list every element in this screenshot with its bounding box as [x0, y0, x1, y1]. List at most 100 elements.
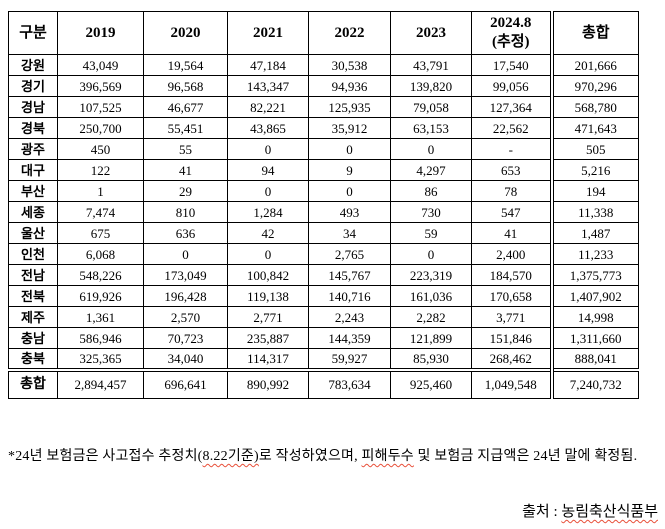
value-cell: 100,842 [227, 264, 309, 286]
column-header-2019: 2019 [57, 11, 144, 55]
region-cell: 세종 [8, 201, 58, 223]
value-cell: 619,926 [57, 285, 144, 307]
value-cell: 450 [57, 138, 144, 160]
value-cell: 46,677 [143, 96, 228, 118]
value-cell: 0 [143, 243, 228, 265]
value-cell: 696,641 [143, 367, 228, 399]
value-cell: 6,068 [57, 243, 144, 265]
value-cell: 22,562 [471, 117, 552, 139]
footnote-text: *24년 보험금은 사고접수 추정치( [8, 449, 203, 464]
value-cell: 675 [57, 222, 144, 244]
footnote-text: 로 작성하였으며, [258, 449, 362, 464]
value-cell: 2,894,457 [57, 367, 144, 399]
column-header-2020: 2020 [143, 11, 228, 55]
value-cell: 99,056 [471, 75, 552, 97]
value-cell: 43,791 [390, 54, 472, 76]
value-cell: 94 [227, 159, 309, 181]
value-cell: 143,347 [227, 75, 309, 97]
value-cell: 970,296 [549, 75, 639, 97]
region-cell: 충남 [8, 327, 58, 349]
source-name: 농림축산식품부 [561, 504, 658, 520]
value-cell: 59 [390, 222, 472, 244]
value-cell: 1,487 [549, 222, 639, 244]
value-cell: 2,765 [308, 243, 391, 265]
table-row: 총합 2,894,457 696,641 890,992 783,634 925… [8, 367, 639, 399]
value-cell: 783,634 [308, 367, 391, 399]
value-cell: 79,058 [390, 96, 472, 118]
value-cell: 139,820 [390, 75, 472, 97]
region-cell: 경남 [8, 96, 58, 118]
region-cell: 대구 [8, 159, 58, 181]
value-cell: 82,221 [227, 96, 309, 118]
value-cell: 43,865 [227, 117, 309, 139]
value-cell: 125,935 [308, 96, 391, 118]
value-cell: 47,184 [227, 54, 309, 76]
value-cell: 2,570 [143, 306, 228, 328]
value-cell: 29 [143, 180, 228, 202]
value-cell: 1,311,660 [549, 327, 639, 349]
table-row: 대구 122 41 94 9 4,297 653 5,216 [8, 159, 639, 181]
value-cell: 161,036 [390, 285, 472, 307]
value-cell: 548,226 [57, 264, 144, 286]
value-cell: 34 [308, 222, 391, 244]
value-cell: 568,780 [549, 96, 639, 118]
source-line: 출처 : 농림축산식품부 [8, 500, 658, 521]
value-cell: 7,474 [57, 201, 144, 223]
value-cell: 7,240,732 [549, 367, 639, 399]
value-cell: 11,338 [549, 201, 639, 223]
value-cell: 0 [390, 138, 472, 160]
value-cell: 730 [390, 201, 472, 223]
value-cell: 55,451 [143, 117, 228, 139]
value-cell: 17,540 [471, 54, 552, 76]
value-cell: 114,317 [227, 348, 309, 370]
value-cell: 30,538 [308, 54, 391, 76]
region-cell: 울산 [8, 222, 58, 244]
table-row: 전북 619,926 196,428 119,138 140,716 161,0… [8, 285, 639, 307]
table-row: 충북 325,365 34,040 114,317 59,927 85,930 … [8, 348, 639, 370]
value-cell: 5,216 [549, 159, 639, 181]
value-cell: 1,049,548 [471, 367, 552, 399]
value-cell: 925,460 [390, 367, 472, 399]
region-cell: 부산 [8, 180, 58, 202]
source-prefix: 출처 : [522, 504, 562, 520]
value-cell: 184,570 [471, 264, 552, 286]
value-cell: 1,407,902 [549, 285, 639, 307]
misspelled-word: 피해두수 [361, 449, 414, 464]
value-cell: 586,946 [57, 327, 144, 349]
value-cell: 14,998 [549, 306, 639, 328]
region-cell: 경북 [8, 117, 58, 139]
table-row: 광주 450 55 0 0 0 - 505 [8, 138, 639, 160]
table-row: 세종 7,474 810 1,284 493 730 547 11,338 [8, 201, 639, 223]
region-cell: 전남 [8, 264, 58, 286]
value-cell: 201,666 [549, 54, 639, 76]
value-cell: 173,049 [143, 264, 228, 286]
value-cell: 810 [143, 201, 228, 223]
value-cell: - [471, 138, 552, 160]
value-cell: 0 [227, 243, 309, 265]
value-cell: 59,927 [308, 348, 391, 370]
value-cell: 119,138 [227, 285, 309, 307]
value-cell: 3,771 [471, 306, 552, 328]
value-cell: 140,716 [308, 285, 391, 307]
value-cell: 2,243 [308, 306, 391, 328]
value-cell: 63,153 [390, 117, 472, 139]
value-cell: 888,041 [549, 348, 639, 370]
value-cell: 2,771 [227, 306, 309, 328]
value-cell: 2,400 [471, 243, 552, 265]
misspelled-word: 8.22기준) [202, 449, 259, 464]
table-row: 경남 107,525 46,677 82,221 125,935 79,058 … [8, 96, 639, 118]
value-cell: 493 [308, 201, 391, 223]
footnote-text: 및 보험금 지급액은 24년 말에 확정됨. [413, 449, 638, 464]
value-cell: 0 [227, 180, 309, 202]
value-cell: 471,643 [549, 117, 639, 139]
value-cell: 70,723 [143, 327, 228, 349]
value-cell: 223,319 [390, 264, 472, 286]
value-cell: 1 [57, 180, 144, 202]
value-cell: 107,525 [57, 96, 144, 118]
value-cell: 235,887 [227, 327, 309, 349]
value-cell: 250,700 [57, 117, 144, 139]
footnote: *24년 보험금은 사고접수 추정치(8.22기준)로 작성하였으며, 피해두수… [8, 443, 658, 471]
insurance-table-wrap: 구분 2019 2020 2021 2022 2023 2024.8 (추정) … [8, 11, 639, 399]
value-cell: 396,569 [57, 75, 144, 97]
table-row: 경북 250,700 55,451 43,865 35,912 63,153 2… [8, 117, 639, 139]
